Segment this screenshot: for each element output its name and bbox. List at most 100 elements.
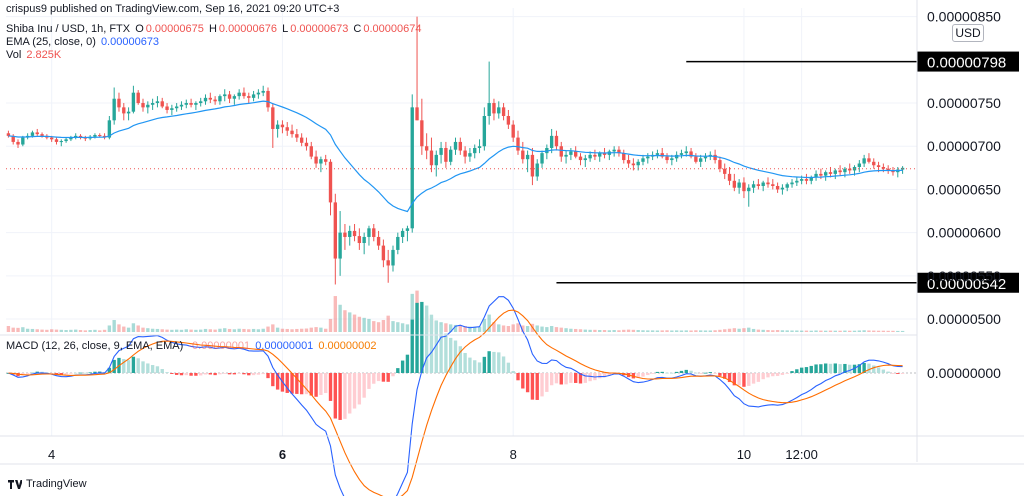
candle-body (136, 92, 140, 104)
volume-bar (213, 329, 217, 332)
candle-body (598, 153, 602, 157)
volume-bar (179, 329, 184, 332)
candle-body (602, 153, 607, 155)
volume-bar (256, 329, 261, 332)
macd-label[interactable]: MACD (12, 26, close, 9, EMA, EMA) (6, 340, 184, 352)
candle-body (324, 159, 328, 162)
candle-body (251, 94, 256, 98)
macd-hist-bar (650, 373, 655, 374)
price-tick-label: 0.00000650 (927, 181, 1001, 197)
volume-bar (314, 327, 318, 332)
volume-bar (184, 329, 188, 332)
macd-hist-bar (290, 373, 294, 394)
candle-body (453, 141, 458, 150)
candle-body (160, 101, 164, 107)
macd-hist-bar (670, 372, 674, 374)
volume-bar (612, 330, 616, 332)
macd-hist-bar (295, 373, 299, 394)
volume-bar (30, 328, 35, 332)
ohlc-l-label: L (282, 23, 289, 35)
volume-bar (203, 328, 208, 332)
candle-body (646, 156, 650, 159)
macd-hist-bar (309, 373, 313, 396)
volume-bar (795, 330, 799, 332)
macd-hist-bar (352, 373, 357, 409)
candle-body (184, 103, 188, 105)
macd-hist-bar (766, 373, 770, 378)
volume-bar (886, 330, 890, 332)
macd-hist-bar (607, 373, 612, 376)
volume-bar (655, 330, 660, 332)
candle-body (333, 202, 337, 259)
time-tick-label: 12:00 (785, 447, 818, 462)
volume-bar (569, 328, 573, 332)
ema-label[interactable]: EMA (25, close, 0) (6, 36, 96, 48)
candle-body (679, 153, 684, 155)
volume-bar (160, 329, 164, 332)
macd-hist-bar (434, 320, 438, 373)
volume-bar (280, 328, 285, 332)
candle-body (665, 156, 669, 161)
macd-signal-line (8, 309, 903, 501)
macd-hist-bar (376, 373, 381, 382)
volume-bar (819, 330, 823, 332)
volume-bar (11, 327, 15, 332)
macd-hist-bar (545, 373, 549, 392)
candle-body (16, 141, 20, 145)
price-tick-label: 0.00000600 (927, 225, 1001, 241)
candle-body (511, 124, 515, 138)
volume-bar (747, 327, 751, 332)
macd-line-value: 0.00000001 (255, 340, 314, 352)
macd-hist-bar (487, 351, 491, 373)
candle-body (328, 161, 333, 203)
price-tick-label: 0.00000700 (927, 138, 1001, 154)
candle-body (684, 151, 688, 154)
macd-hist-bar (25, 373, 30, 374)
macd-hist-bar (698, 373, 703, 374)
macd-hist-bar (843, 363, 847, 373)
macd-hist-bar (564, 373, 568, 385)
macd-hist-bar (751, 373, 756, 384)
candle-body (357, 236, 362, 244)
volume-bar (723, 329, 727, 332)
macd-hist-bar (799, 367, 804, 373)
ohlc-l-value: 0.00000673 (290, 23, 349, 35)
macd-hist-bar (482, 356, 487, 373)
macd-signal-value: 0.00000002 (318, 340, 377, 352)
macd-hist-bar (602, 373, 607, 378)
macd-hist-bar (78, 372, 83, 374)
candle-body (636, 161, 640, 166)
volume-bar (78, 330, 83, 332)
tradingview-footer: TradingView (8, 478, 87, 490)
candle-body (372, 228, 376, 237)
volume-bar (232, 329, 237, 332)
currency-button[interactable]: USD (952, 24, 984, 42)
candle-body (396, 236, 400, 250)
candle-body (11, 135, 15, 142)
candle-body (170, 108, 174, 110)
volume-bar (324, 328, 328, 332)
macd-hist-bar (703, 372, 708, 374)
volume-bar (506, 326, 511, 332)
volume-bar (25, 328, 30, 332)
candle-body (497, 107, 501, 114)
macd-hist-bar (535, 373, 539, 400)
macd-hist-bar (275, 373, 280, 390)
volume-bar (761, 329, 765, 332)
symbol-text[interactable]: Shiba Inu / USD, 1h, FTX (6, 23, 131, 35)
candle-body (352, 230, 357, 237)
macd-hist-bar (381, 373, 386, 382)
candle-body (549, 135, 554, 148)
vol-label[interactable]: Vol (6, 49, 22, 61)
candle-body (641, 158, 645, 162)
volume-bar (525, 326, 530, 332)
candle-body (247, 96, 251, 98)
candle-body (872, 161, 876, 166)
tradingview-brand[interactable]: TradingView (26, 478, 87, 490)
time-tick-label: 6 (279, 447, 286, 462)
candle-body (218, 96, 222, 102)
candle-body (237, 92, 241, 97)
macd-hist-bar (266, 373, 270, 379)
macd-hist-bar (747, 373, 751, 386)
